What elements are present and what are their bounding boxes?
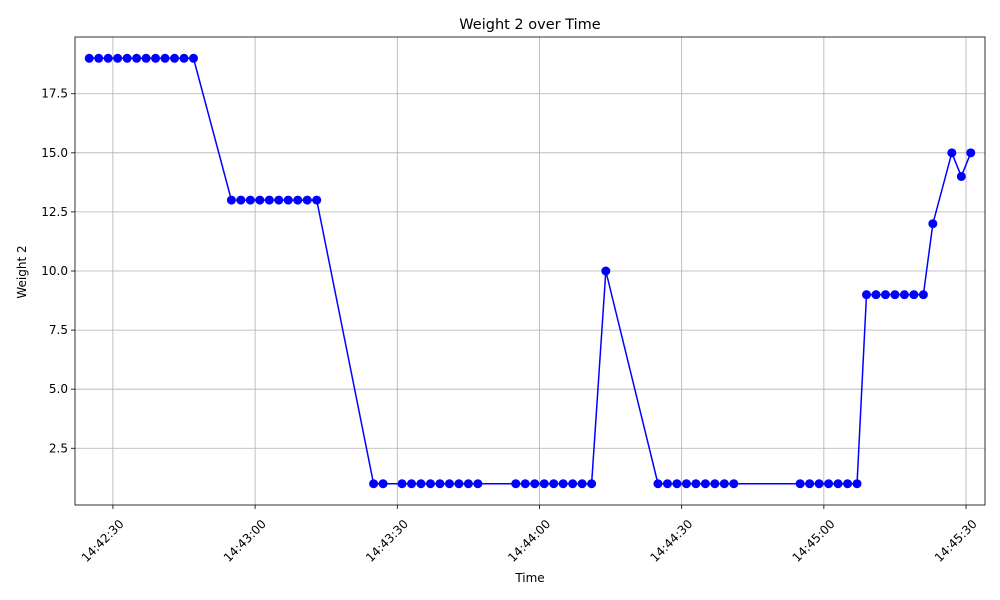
- data-point: [444, 479, 454, 489]
- data-point: [880, 290, 890, 300]
- data-point: [871, 290, 881, 300]
- y-tick-label: 12.5: [41, 205, 68, 219]
- y-tick-label: 10.0: [41, 264, 68, 278]
- data-point: [245, 195, 255, 205]
- data-point: [700, 479, 710, 489]
- data-point: [378, 479, 388, 489]
- y-tick-label: 15.0: [41, 146, 68, 160]
- data-point: [691, 479, 701, 489]
- plot-frame: [74, 36, 986, 506]
- data-point: [188, 53, 198, 63]
- data-point: [236, 195, 246, 205]
- data-point: [890, 290, 900, 300]
- data-point: [672, 479, 682, 489]
- grid-lines: [75, 37, 985, 505]
- data-point: [577, 479, 587, 489]
- data-point: [928, 219, 938, 229]
- data-point: [814, 479, 824, 489]
- data-point: [122, 53, 132, 63]
- data-point: [312, 195, 322, 205]
- data-point: [511, 479, 521, 489]
- data-point: [397, 479, 407, 489]
- data-point: [719, 479, 729, 489]
- data-point: [84, 53, 94, 63]
- data-point: [369, 479, 379, 489]
- data-point: [956, 171, 966, 181]
- data-point: [653, 479, 663, 489]
- y-tick-label: 5.0: [49, 382, 68, 396]
- data-point: [407, 479, 417, 489]
- data-point: [833, 479, 843, 489]
- data-point: [255, 195, 265, 205]
- data-point: [530, 479, 540, 489]
- y-tick-label: 7.5: [49, 323, 68, 337]
- data-point: [966, 148, 976, 158]
- data-point: [539, 479, 549, 489]
- data-point: [94, 53, 104, 63]
- series-line: [89, 57, 972, 485]
- data-point: [274, 195, 284, 205]
- data-point: [520, 479, 530, 489]
- data-point: [141, 53, 151, 63]
- data-point: [264, 195, 274, 205]
- data-point: [568, 479, 578, 489]
- data-point: [435, 479, 445, 489]
- y-axis-label: Weight 2: [15, 245, 29, 298]
- data-point: [824, 479, 834, 489]
- data-point: [454, 479, 464, 489]
- data-point: [226, 195, 236, 205]
- data-point: [710, 479, 720, 489]
- x-axis-label: Time: [514, 571, 544, 585]
- data-point: [179, 53, 189, 63]
- data-point: [852, 479, 862, 489]
- data-point: [151, 53, 161, 63]
- data-point: [862, 290, 872, 300]
- data-point: [909, 290, 919, 300]
- y-tick-label: 2.5: [49, 441, 68, 455]
- data-point: [103, 53, 113, 63]
- data-point: [729, 479, 739, 489]
- data-point: [587, 479, 597, 489]
- data-point: [170, 53, 180, 63]
- data-point: [681, 479, 691, 489]
- data-point: [601, 266, 611, 276]
- data-point: [843, 479, 853, 489]
- data-point: [473, 479, 483, 489]
- data-point: [302, 195, 312, 205]
- data-point: [947, 148, 957, 158]
- data-point: [463, 479, 473, 489]
- data-point: [662, 479, 672, 489]
- chart-title: Weight 2 over Time: [459, 17, 600, 33]
- data-point: [132, 53, 142, 63]
- data-point: [918, 290, 928, 300]
- series-group: [84, 53, 976, 489]
- axes: [71, 36, 986, 509]
- data-point: [899, 290, 909, 300]
- data-point: [416, 479, 426, 489]
- data-point: [558, 479, 568, 489]
- data-point: [795, 479, 805, 489]
- data-point: [549, 479, 559, 489]
- data-point: [113, 53, 123, 63]
- data-point: [805, 479, 815, 489]
- data-point: [283, 195, 293, 205]
- y-tick-label: 17.5: [41, 87, 68, 101]
- data-point: [425, 479, 435, 489]
- data-point: [160, 53, 170, 63]
- data-point: [293, 195, 303, 205]
